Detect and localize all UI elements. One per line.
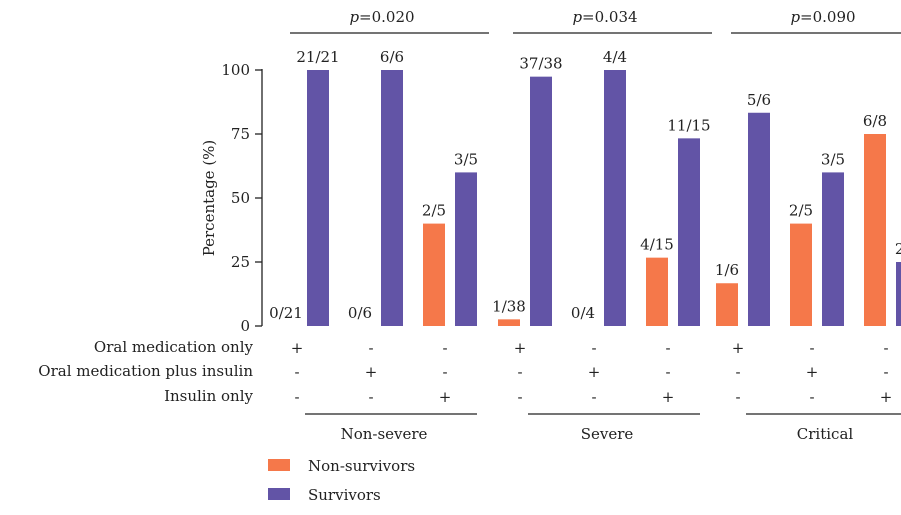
group-label: Severe [581,425,634,443]
bar-label-survivors: 5/6 [747,91,771,109]
bar-survivors [530,76,552,326]
treatment-sign: + [365,363,378,381]
bar-label-survivors: 37/38 [519,55,562,73]
bar-survivors [455,172,477,326]
bar-label-non-survivors: 1/6 [715,261,739,279]
y-tick-label: 25 [231,253,250,271]
bars [307,70,901,326]
bar-non-survivors [646,257,668,326]
treatment-row-label: Insulin only [164,387,253,405]
bar-label-survivors: 11/15 [667,116,710,134]
p-symbol: p [790,8,800,26]
treatment-sign: - [883,363,888,381]
treatment-row-label: Oral medication plus insulin [38,362,253,380]
treatment-sign: - [809,339,814,357]
treatment-sign: - [735,388,740,406]
treatment-rows: + - - - + - - - + + - - - + - - - + + - - - + - - - + Oral medicati… [38,338,892,406]
p-value-label: p=0.034 [572,8,637,26]
bar-non-survivors [864,134,886,326]
legend-label-non-survivors: Non-survivors [308,457,415,475]
bar-label-non-survivors: 4/15 [640,236,674,254]
y-tick-label: 50 [231,189,250,207]
p-value: =0.020 [359,8,415,26]
bar-label-non-survivors: 0/6 [348,304,372,322]
treatment-sign: + [806,363,819,381]
bar-label-non-survivors: 2/5 [422,202,446,220]
bar-survivors [822,172,844,326]
treatment-sign: + [732,339,745,357]
legend: Non-survivors Survivors [268,457,415,504]
treatment-row-label: Oral medication only [94,338,254,356]
bar-label-non-survivors: 2/5 [789,202,813,220]
p-value-brackets: p=0.020 p=0.034 p=0.090 [290,8,901,34]
bar-survivors [604,70,626,326]
group-label: Critical [797,425,854,443]
group-label: Non-severe [341,425,428,443]
bar-survivors [678,138,700,326]
treatment-sign: - [735,363,740,381]
treatment-sign: - [591,339,596,357]
y-tick-label: 75 [231,125,250,143]
legend-swatch-survivors [268,488,290,500]
p-symbol: p [349,8,359,26]
bar-label-survivors: 21/21 [296,48,339,66]
bar-non-survivors [423,223,445,326]
bar-labels: 0/21 21/21 0/6 6/6 2/5 3/5 1/38 37/38 0/4 4/4 4/15… [269,48,901,322]
group-labels: Non-severe Severe Critical [305,413,901,443]
p-symbol: p [572,8,582,26]
y-tick-label: 0 [240,317,250,335]
treatment-sign: - [517,363,522,381]
treatment-sign: - [442,363,447,381]
treatment-sign: - [294,388,299,406]
treatment-sign: - [809,388,814,406]
p-value-label: p=0.090 [790,8,855,26]
bar-label-survivors: 2/8 [895,240,901,258]
bar-label-survivors: 4/4 [603,48,627,66]
legend-label-survivors: Survivors [308,486,381,504]
treatment-sign: - [665,339,670,357]
treatment-sign: + [588,363,601,381]
bar-non-survivors [716,283,738,326]
bar-survivors [381,70,403,326]
treatment-sign: - [368,388,373,406]
y-tick-label: 100 [221,61,250,79]
legend-swatch-non-survivors [268,459,290,471]
bar-survivors [748,112,770,326]
bar-survivors [307,70,329,326]
bar-label-non-survivors: 6/8 [863,112,887,130]
bar-label-survivors: 6/6 [380,48,404,66]
treatment-sign: - [294,363,299,381]
treatment-sign: + [662,388,675,406]
treatment-sign: - [665,363,670,381]
treatment-sign: + [514,339,527,357]
treatment-sign: + [291,339,304,357]
p-value: =0.034 [582,8,638,26]
treatment-sign: + [439,388,452,406]
treatment-sign: - [517,388,522,406]
bar-non-survivors [498,319,520,326]
bar-survivors [896,262,901,326]
p-value: =0.090 [800,8,856,26]
bar-label-survivors: 3/5 [821,150,845,168]
bar-non-survivors [790,223,812,326]
y-axis: 0 25 50 75 100 [221,61,263,335]
p-value-label: p=0.020 [349,8,414,26]
bar-label-survivors: 3/5 [454,150,478,168]
bar-label-non-survivors: 1/38 [492,297,526,315]
treatment-sign: - [591,388,596,406]
bar-label-non-survivors: 0/4 [571,304,595,322]
treatment-sign: + [880,388,893,406]
treatment-sign: - [442,339,447,357]
y-axis-label: Percentage (%) [200,140,218,257]
bar-label-non-survivors: 0/21 [269,304,303,322]
treatment-sign: - [883,339,888,357]
treatment-sign: - [368,339,373,357]
